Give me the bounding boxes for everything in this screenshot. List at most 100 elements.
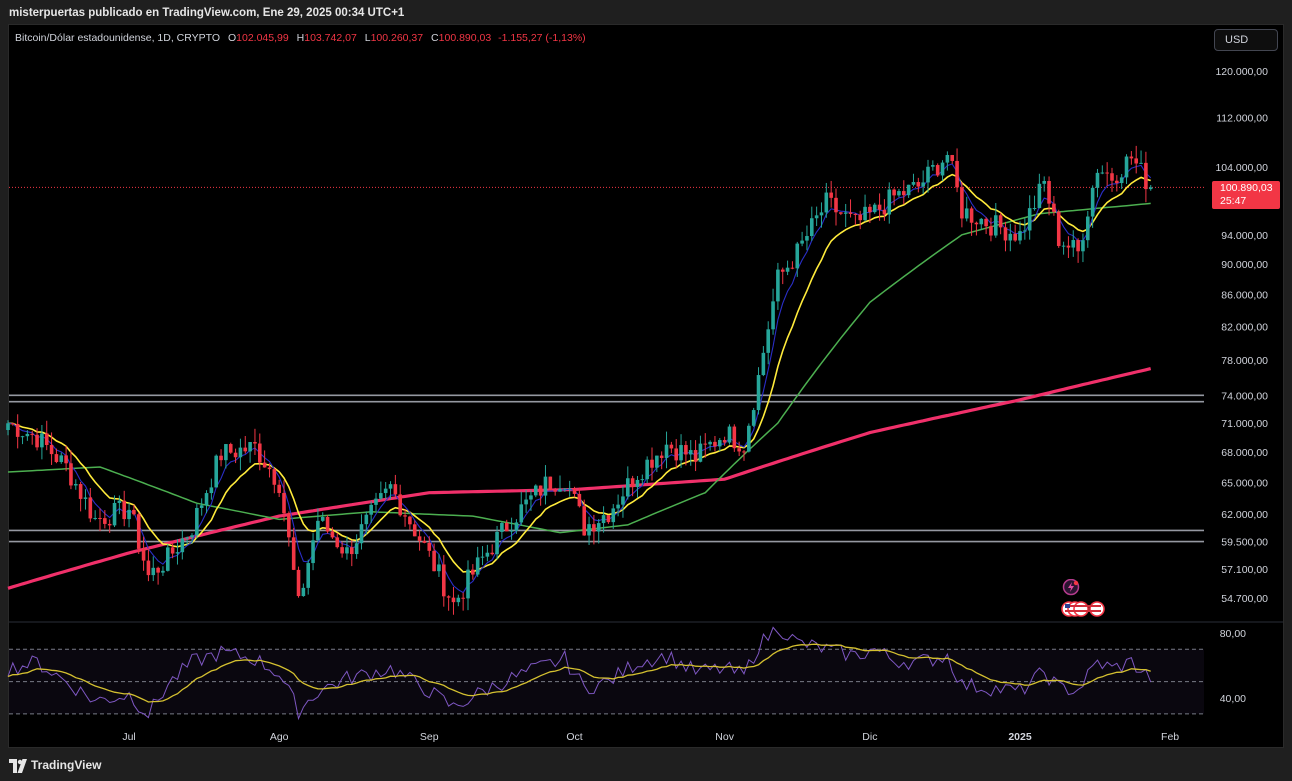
candle-body [78,484,83,499]
candle-body [432,550,436,572]
candle-body [1148,187,1153,190]
candle-body [785,267,790,272]
candle-body [383,488,388,494]
time-tick-label: Feb [1161,731,1179,743]
candle-body [364,514,369,525]
candle-body [645,459,649,480]
candle-body [412,524,417,537]
candle-body [621,496,625,505]
rsi-pane: 80,00 40,00 [7,621,1283,721]
candle-body [824,192,829,213]
candle-body [1027,208,1032,231]
candle-body [1110,173,1114,181]
candle-body [776,269,780,302]
candle-body [693,450,698,462]
candle-body [887,189,892,215]
symbol-title[interactable]: Bitcoin/Dólar estadounidense, 1D, CRYPTO [15,32,221,44]
candle-body [175,552,180,554]
candle-body [262,462,267,468]
candle-body [248,442,252,452]
candle-body [563,488,567,490]
rsi-tick-label: 40,00 [1220,693,1246,705]
candle-body [1008,233,1013,241]
candle-body [146,560,151,576]
price-axis: 120.000,00 112.000,00 104.000,00 94.000,00 9… [1215,66,1268,605]
candle-body [558,488,562,492]
candle-body [771,301,775,330]
candle-body [538,485,543,496]
footer-brand[interactable]: TradingView [31,758,102,772]
currency-button[interactable]: USD [1214,29,1278,51]
candle-body [853,213,858,215]
candle-body [204,493,209,506]
candle-body [1115,180,1119,184]
candle-body [257,443,262,463]
event-badges[interactable] [1060,579,1110,621]
ohlc-legend: Bitcoin/Dólar estadounidense, 1D, CRYPTO… [15,32,586,44]
moving-averages [7,163,1152,594]
candle-body [926,166,930,183]
close-label: C [431,32,439,44]
candle-body [611,508,616,523]
tradingview-logo-icon[interactable] [9,759,27,773]
price-tick-label: 82.000,00 [1221,321,1268,333]
candle-body [596,523,601,532]
candle-body [543,476,548,496]
change-value: -1.155,27 (-1,13%) [498,32,586,44]
candle-body [650,459,654,468]
price-tick-label: 112.000,00 [1216,112,1268,124]
candle-body [224,444,228,461]
us-flag-icon[interactable] [1061,601,1105,617]
price-tick-label: 94.000,00 [1221,230,1268,242]
time-tick-label: 2025 [1008,731,1032,743]
price-tick-label: 71.000,00 [1221,418,1268,430]
candle-body [170,547,175,554]
time-tick-label: Ago [270,731,289,743]
price-tick-label: 59.500,00 [1221,537,1268,549]
candle-body [1061,245,1066,247]
candle-body [214,455,219,488]
candle-body [848,212,853,214]
candle-body [15,423,20,437]
candle-body [122,500,127,520]
candle-body [25,433,30,437]
rsi-line [7,626,1152,721]
candle-body [441,564,446,597]
candle-body [703,443,708,445]
candle-body [993,215,998,236]
candle-body [1134,158,1139,164]
candle-body [684,445,688,455]
lightning-icon[interactable] [1062,579,1080,596]
candle-body [54,454,59,463]
candle-body [1018,231,1022,241]
candle-body [504,523,509,532]
candle-body [1003,227,1008,241]
candle-body [751,410,756,426]
candle-body [354,543,359,555]
candle-body [437,564,441,572]
candle-body [1129,156,1134,159]
candle-body [761,352,766,376]
candle-body [417,536,422,541]
candle-body [451,597,456,603]
candle-body [858,214,863,221]
rsi-tick-label: 80,00 [1220,628,1246,640]
candle-body [548,476,553,491]
candle-body [1032,208,1037,210]
candle-body [809,218,814,237]
candle-body [843,212,848,214]
candle-body [872,204,877,213]
candle-body [1081,240,1085,252]
candle-body [20,436,25,438]
candle-body [519,504,524,523]
candle-body [306,563,311,588]
candle-body [151,567,156,576]
candle-body [335,537,340,548]
candle-body [1085,216,1090,241]
candle-body [316,520,320,541]
ema-green-line [7,202,1151,534]
candle-body [233,452,238,458]
candle-body [514,522,519,531]
candle-body [127,509,131,520]
